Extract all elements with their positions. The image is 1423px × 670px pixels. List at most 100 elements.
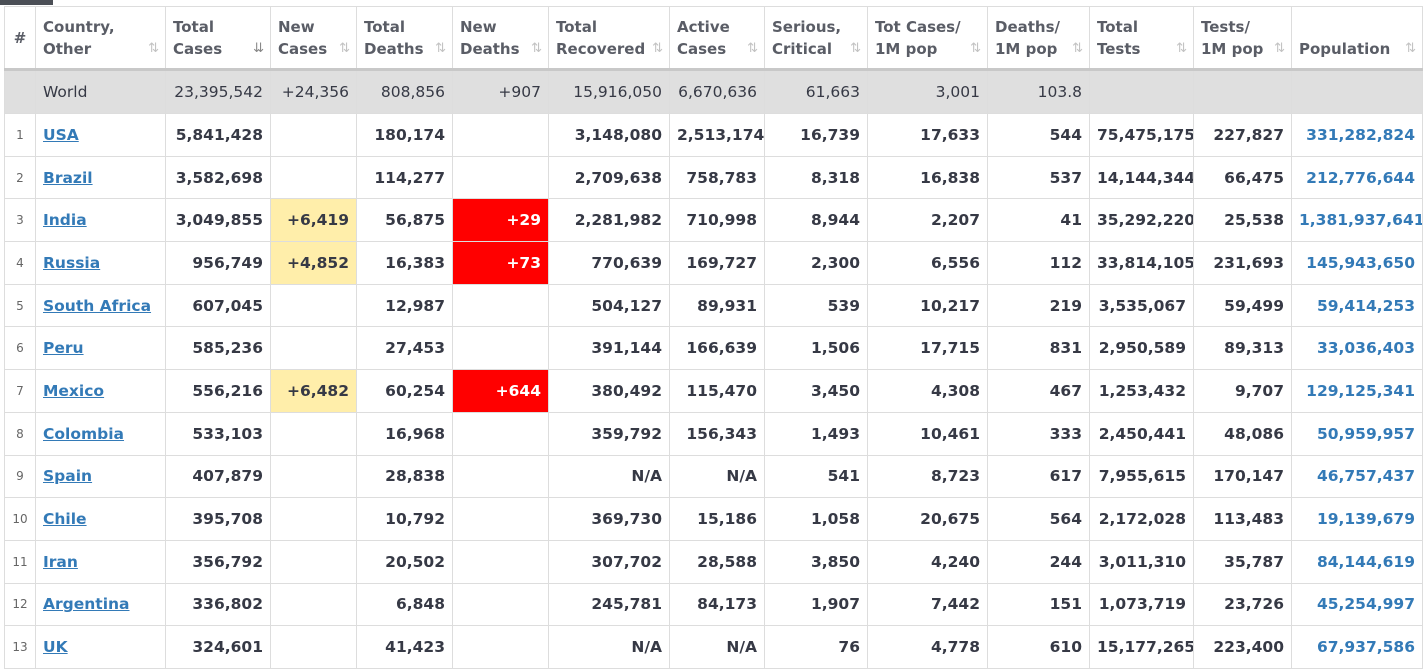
- column-header-country[interactable]: Country, Other ⇅: [35, 6, 166, 71]
- country-link[interactable]: Mexico: [43, 381, 105, 400]
- row-rank: 4: [4, 241, 36, 285]
- table-row: 4 Russia 956,749 +4,852 16,383 +73 770,639 169,…: [4, 241, 1423, 285]
- total-deaths-cell: 27,453: [356, 326, 453, 371]
- country-cell: USA: [35, 113, 166, 157]
- new-deaths-cell: [452, 155, 549, 200]
- column-header-total-recovered[interactable]: Total Recovered ⇅: [548, 6, 670, 71]
- country-link[interactable]: UK: [43, 638, 68, 657]
- country-cell: Mexico: [35, 369, 166, 413]
- sort-icon[interactable]: ⇅: [1072, 41, 1083, 56]
- table-row: 7 Mexico 556,216 +6,482 60,254 +644 380,492 115…: [4, 369, 1423, 413]
- total-deaths-cell: 6,848: [356, 582, 453, 627]
- country-link[interactable]: Brazil: [43, 168, 93, 187]
- total-tests-cell: 33,814,105: [1089, 241, 1194, 285]
- world-total-tests: [1089, 69, 1194, 114]
- country-link[interactable]: South Africa: [43, 296, 152, 315]
- serious-cell: 8,318: [764, 155, 868, 200]
- column-header-serious-critical[interactable]: Serious, Critical ⇅: [764, 6, 868, 71]
- population-cell: 45,254,997: [1291, 582, 1423, 627]
- covid-stats-table: # Country, Other ⇅ Total Cases ⇊ New Cases ⇅ Total…: [4, 6, 1423, 669]
- sort-icon[interactable]: ⇅: [531, 41, 542, 56]
- column-header-rank[interactable]: #: [4, 6, 36, 71]
- deaths-per-1m-cell: 219: [987, 283, 1090, 328]
- total-cases-cell: 3,049,855: [165, 198, 271, 243]
- active-cases-cell: 710,998: [669, 198, 765, 243]
- serious-cell: 1,907: [764, 582, 868, 627]
- column-header-new-cases[interactable]: New Cases ⇅: [270, 6, 357, 71]
- total-deaths-cell: 56,875: [356, 198, 453, 243]
- tests-per-1m-cell: 89,313: [1193, 326, 1292, 371]
- new-deaths-cell: +644: [452, 369, 549, 413]
- country-link[interactable]: Argentina: [43, 595, 130, 614]
- column-header-label: Active: [677, 17, 730, 36]
- new-deaths-cell: [452, 113, 549, 157]
- cases-per-1m-cell: 6,556: [867, 241, 988, 285]
- column-header-total-cases[interactable]: Total Cases ⇊: [165, 6, 271, 71]
- country-link[interactable]: Spain: [43, 467, 93, 486]
- column-header-label: Deaths: [364, 39, 424, 58]
- column-header-population[interactable]: Population ⇅: [1291, 6, 1423, 71]
- new-deaths-cell: +73: [452, 241, 549, 285]
- row-rank: 10: [4, 497, 36, 541]
- population-cell: 84,144,619: [1291, 539, 1423, 584]
- row-rank: 13: [4, 625, 36, 669]
- country-link[interactable]: Colombia: [43, 424, 125, 443]
- sort-descending-icon[interactable]: ⇊: [253, 41, 264, 56]
- table-row: 12 Argentina 336,802 6,848 245,781 84,173 1,90…: [4, 582, 1423, 627]
- column-header-label: Total: [364, 17, 405, 36]
- row-rank: 8: [4, 411, 36, 456]
- sort-icon[interactable]: ⇅: [1274, 41, 1285, 56]
- table-row: 3 India 3,049,855 +6,419 56,875 +29 2,281,982 7…: [4, 198, 1423, 243]
- new-cases-cell: [270, 155, 357, 200]
- country-link[interactable]: Iran: [43, 552, 78, 571]
- active-cases-cell: 15,186: [669, 497, 765, 541]
- new-deaths-cell: [452, 625, 549, 669]
- table-row: 13 UK 324,601 41,423 N/A N/A 76 4,778 610 15,177,…: [4, 625, 1423, 669]
- population-cell: 50,959,957: [1291, 411, 1423, 456]
- new-cases-cell: [270, 582, 357, 627]
- column-header-new-deaths[interactable]: New Deaths ⇅: [452, 6, 549, 71]
- country-link[interactable]: USA: [43, 125, 79, 144]
- top-accent-bar: [0, 0, 53, 5]
- sort-icon[interactable]: ⇅: [1176, 41, 1187, 56]
- total-recovered-cell: 307,702: [548, 539, 670, 584]
- sort-icon[interactable]: ⇅: [339, 41, 350, 56]
- sort-icon[interactable]: ⇅: [1405, 41, 1416, 56]
- table-row: 6 Peru 585,236 27,453 391,144 166,639 1,506 17,…: [4, 326, 1423, 371]
- column-header-tests-per-1m[interactable]: Tests/1M pop ⇅: [1193, 6, 1292, 71]
- deaths-per-1m-cell: 564: [987, 497, 1090, 541]
- country-link[interactable]: Chile: [43, 510, 87, 529]
- sort-icon[interactable]: ⇅: [148, 41, 159, 56]
- active-cases-cell: 169,727: [669, 241, 765, 285]
- country-cell: South Africa: [35, 283, 166, 328]
- country-cell: Spain: [35, 454, 166, 499]
- world-row: World 23,395,542 +24,356 808,856 +907 15…: [4, 69, 1423, 114]
- country-link[interactable]: Russia: [43, 253, 101, 272]
- column-header-cases-per-1m[interactable]: Tot Cases/1M pop ⇅: [867, 6, 988, 71]
- column-header-label: Tests: [1097, 39, 1141, 58]
- cases-per-1m-cell: 10,217: [867, 283, 988, 328]
- sort-icon[interactable]: ⇅: [435, 41, 446, 56]
- country-cell: India: [35, 198, 166, 243]
- sort-icon[interactable]: ⇅: [970, 41, 981, 56]
- country-cell: Peru: [35, 326, 166, 371]
- total-deaths-cell: 16,968: [356, 411, 453, 456]
- column-header-total-tests[interactable]: Total Tests ⇅: [1089, 6, 1194, 71]
- column-header-total-deaths[interactable]: Total Deaths ⇅: [356, 6, 453, 71]
- sort-icon[interactable]: ⇅: [652, 41, 663, 56]
- total-recovered-cell: 770,639: [548, 241, 670, 285]
- sort-icon[interactable]: ⇅: [850, 41, 861, 56]
- column-header-deaths-per-1m[interactable]: Deaths/1M pop ⇅: [987, 6, 1090, 71]
- row-rank: 3: [4, 198, 36, 243]
- world-total-cases: 23,395,542: [165, 69, 271, 114]
- country-link[interactable]: Peru: [43, 339, 84, 358]
- total-deaths-cell: 180,174: [356, 113, 453, 157]
- country-link[interactable]: India: [43, 211, 87, 230]
- total-recovered-cell: 369,730: [548, 497, 670, 541]
- sort-icon[interactable]: ⇅: [747, 41, 758, 56]
- row-rank: 9: [4, 454, 36, 499]
- tests-per-1m-cell: 9,707: [1193, 369, 1292, 413]
- total-recovered-cell: N/A: [548, 625, 670, 669]
- row-rank: 6: [4, 326, 36, 371]
- column-header-active-cases[interactable]: Active Cases ⇅: [669, 6, 765, 71]
